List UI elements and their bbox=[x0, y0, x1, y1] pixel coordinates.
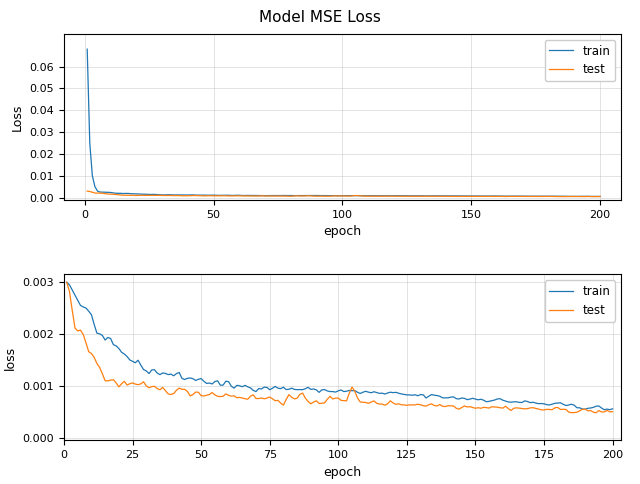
Text: Model MSE Loss: Model MSE Loss bbox=[259, 10, 381, 25]
Line: test: test bbox=[67, 282, 612, 413]
test bbox=[596, 194, 604, 199]
Line: train: train bbox=[87, 49, 600, 197]
test bbox=[179, 193, 186, 199]
test bbox=[83, 188, 91, 194]
Legend: train, test: train, test bbox=[545, 40, 615, 81]
Legend: train, test: train, test bbox=[545, 280, 615, 322]
train bbox=[83, 46, 91, 52]
train bbox=[220, 193, 228, 198]
train bbox=[596, 194, 604, 199]
test bbox=[85, 349, 93, 355]
Line: test: test bbox=[87, 191, 600, 197]
test bbox=[581, 194, 589, 199]
Y-axis label: loss: loss bbox=[4, 346, 17, 369]
test bbox=[609, 409, 616, 415]
test bbox=[115, 192, 122, 197]
test bbox=[104, 191, 111, 197]
train bbox=[104, 189, 111, 195]
train bbox=[571, 194, 579, 199]
test bbox=[592, 410, 600, 416]
test bbox=[208, 390, 216, 395]
train bbox=[96, 331, 104, 337]
X-axis label: epoch: epoch bbox=[323, 466, 362, 479]
test bbox=[581, 407, 589, 412]
train bbox=[589, 194, 596, 199]
test bbox=[63, 279, 70, 285]
train bbox=[164, 372, 172, 378]
train bbox=[115, 190, 122, 196]
test bbox=[220, 193, 228, 198]
test bbox=[562, 407, 570, 412]
train bbox=[562, 403, 570, 408]
test bbox=[164, 391, 172, 397]
train bbox=[208, 381, 216, 387]
X-axis label: epoch: epoch bbox=[323, 225, 362, 238]
train bbox=[581, 406, 589, 412]
train bbox=[600, 407, 608, 413]
train bbox=[63, 279, 70, 285]
Line: train: train bbox=[67, 282, 612, 410]
train bbox=[552, 194, 560, 199]
test bbox=[571, 194, 579, 199]
Y-axis label: Loss: Loss bbox=[11, 103, 24, 131]
train bbox=[609, 406, 616, 412]
test bbox=[96, 364, 104, 370]
train bbox=[85, 308, 93, 314]
test bbox=[552, 194, 560, 199]
train bbox=[179, 192, 186, 198]
